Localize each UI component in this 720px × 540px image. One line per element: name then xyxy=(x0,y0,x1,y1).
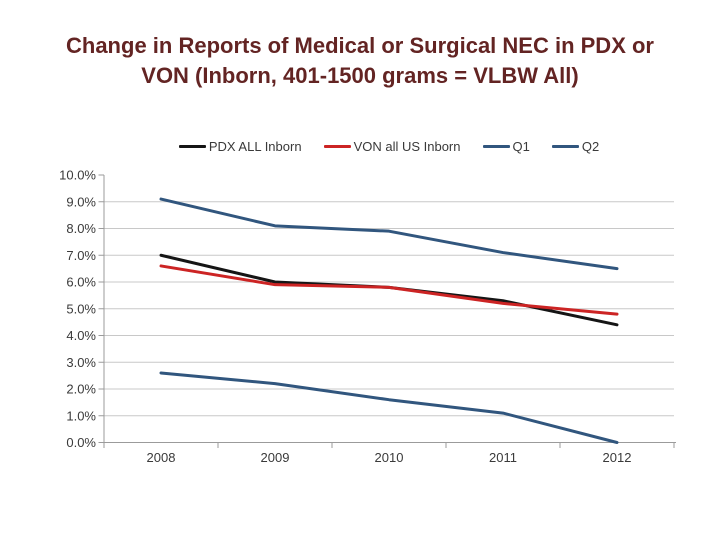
legend-item-q2: Q2 xyxy=(551,138,600,154)
x-tick-label: 2010 xyxy=(375,450,404,465)
y-tick-label: 7.0% xyxy=(66,248,96,263)
legend-label: VON all US Inborn xyxy=(353,138,461,154)
series-line-q1 xyxy=(159,197,619,271)
x-tick-label: 2009 xyxy=(261,450,290,465)
y-tick-label: 8.0% xyxy=(66,221,96,236)
legend-line-swatch xyxy=(551,144,579,148)
slide-title: Change in Reports of Medical or Surgical… xyxy=(18,31,702,91)
series-line-q2 xyxy=(159,371,619,444)
legend-label: PDX ALL Inborn xyxy=(208,138,302,154)
chart-legend: PDX ALL Inborn VON all US Inborn Q1 Q2 xyxy=(104,136,674,156)
legend-item-pdx-all-inborn: PDX ALL Inborn xyxy=(178,138,302,154)
y-tick-label: 3.0% xyxy=(66,355,96,370)
y-tick-label: 0.0% xyxy=(66,435,96,450)
x-tick-label: 2011 xyxy=(489,450,517,465)
y-tick-label: 10.0% xyxy=(59,168,96,183)
y-tick-label: 5.0% xyxy=(66,301,96,316)
series-line-von-all-us-inborn xyxy=(159,264,619,316)
legend-item-von-all-us-inborn: VON all US Inborn xyxy=(323,138,461,154)
y-tick-label: 6.0% xyxy=(66,275,96,290)
legend-label: Q1 xyxy=(512,138,530,154)
legend-item-q1: Q1 xyxy=(482,138,530,154)
slide-title-line2: VON (Inborn, 401-1500 grams = VLBW All) xyxy=(141,63,579,88)
y-tick-label: 9.0% xyxy=(66,194,96,209)
x-tick-label: 2008 xyxy=(147,450,176,465)
x-tick-label: 2012 xyxy=(603,450,632,465)
y-tick-label: 1.0% xyxy=(66,408,96,423)
legend-line-swatch xyxy=(178,144,206,148)
y-tick-label: 2.0% xyxy=(66,382,96,397)
y-tick-label: 4.0% xyxy=(66,328,96,343)
legend-line-swatch xyxy=(323,144,351,148)
legend-line-swatch xyxy=(482,144,510,148)
series-line-pdx-all-inborn xyxy=(159,253,619,327)
legend-label: Q2 xyxy=(581,138,600,154)
slide-title-line1: Change in Reports of Medical or Surgical… xyxy=(66,33,654,58)
